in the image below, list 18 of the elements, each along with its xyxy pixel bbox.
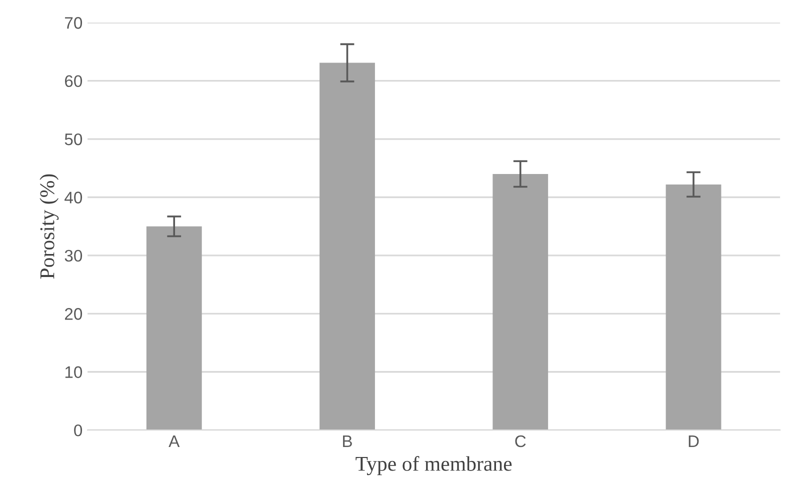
x-tick-label: C: [515, 435, 526, 448]
x-tick-label: B: [343, 436, 352, 448]
y-tick-label: 50: [64, 133, 82, 146]
y-tick-label: 70: [65, 17, 82, 29]
y-tick-label: 20: [65, 308, 82, 320]
bar: [320, 62, 375, 430]
y-tick-label: 0: [74, 424, 82, 436]
y-tick-label: 60: [65, 75, 82, 88]
x-tick-label: D: [688, 436, 699, 448]
bar: [492, 174, 548, 430]
y-tick-label: 30: [64, 250, 82, 262]
x-axis-title: Type of membrane: [356, 456, 512, 476]
bar: [146, 226, 202, 430]
x-tick-label: A: [168, 436, 180, 448]
y-tick-label: 40: [64, 192, 82, 204]
y-axis-title: Porosity (%): [40, 174, 59, 279]
y-tick-label: 10: [65, 366, 82, 378]
bar: [666, 184, 722, 430]
